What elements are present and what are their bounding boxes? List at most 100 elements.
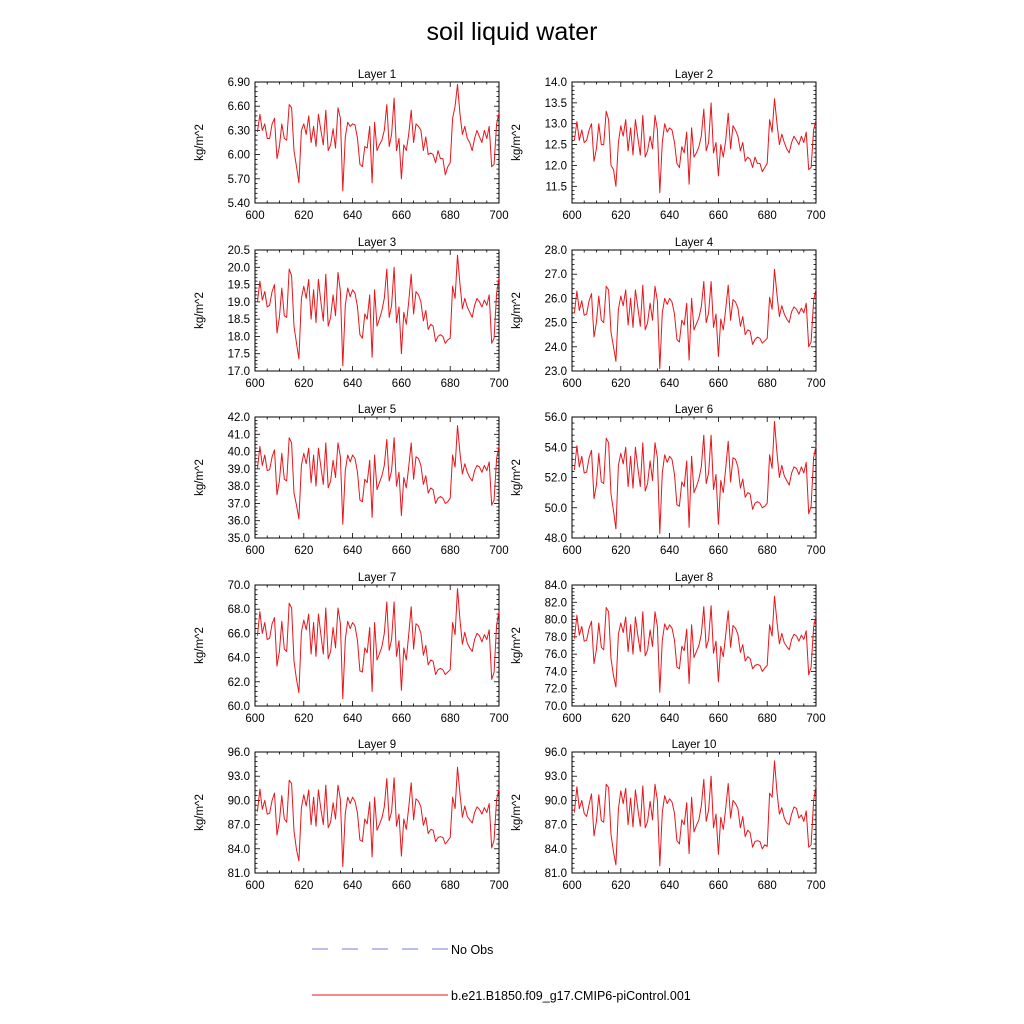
x-tick-label: 640: [343, 713, 362, 725]
figure-title: soil liquid water: [427, 18, 598, 46]
y-tick-label: 66.0: [228, 628, 250, 640]
x-tick-label: 660: [709, 713, 728, 725]
y-tick-label: 6.60: [228, 101, 250, 113]
y-axis-label: kg/m^2: [194, 794, 206, 831]
x-tick-label: 600: [562, 713, 581, 725]
y-tick-label: 6.30: [228, 125, 250, 137]
x-tick-label: 660: [392, 713, 411, 725]
x-tick-label: 600: [245, 880, 264, 892]
y-axis-label: kg/m^2: [511, 124, 523, 161]
x-tick-label: 680: [441, 713, 460, 725]
y-tick-label: 13.0: [545, 119, 567, 131]
panel-title: Layer 10: [672, 739, 717, 751]
plot-frame: [254, 81, 500, 204]
x-tick-label: 680: [758, 378, 777, 390]
y-axis-label: kg/m^2: [511, 794, 523, 831]
x-tick-label: 620: [294, 210, 313, 222]
y-tick-label: 5.70: [228, 174, 250, 186]
x-tick-label: 700: [806, 880, 825, 892]
y-tick-label: 25.0: [545, 318, 567, 330]
series-line: [256, 588, 500, 700]
series-line: [256, 83, 500, 192]
x-tick-label: 600: [245, 713, 264, 725]
y-tick-label: 54.0: [545, 442, 567, 454]
x-tick-label: 700: [489, 378, 508, 390]
y-tick-label: 84.0: [228, 844, 250, 856]
plot-frame: [254, 584, 500, 707]
x-tick-label: 620: [611, 880, 630, 892]
x-tick-label: 660: [709, 378, 728, 390]
y-tick-label: 37.0: [228, 498, 250, 510]
legend-run-label: b.e21.B1850.f09_g17.CMIP6-piControl.001: [451, 989, 691, 1003]
x-tick-label: 600: [562, 545, 581, 557]
y-tick-label: 84.0: [545, 580, 567, 592]
y-tick-label: 96.0: [228, 747, 250, 759]
x-tick-label: 680: [758, 880, 777, 892]
x-tick-label: 640: [660, 210, 679, 222]
x-tick-label: 640: [343, 378, 362, 390]
x-tick-label: 640: [343, 545, 362, 557]
x-tick-label: 700: [806, 210, 825, 222]
y-tick-label: 40.0: [228, 447, 250, 459]
x-tick-label: 620: [611, 378, 630, 390]
y-axis-label: kg/m^2: [194, 459, 206, 496]
y-tick-label: 12.5: [545, 140, 567, 152]
y-tick-label: 81.0: [228, 868, 250, 880]
y-tick-label: 72.0: [545, 684, 567, 696]
y-tick-label: 12.0: [545, 160, 567, 172]
panel-title: Layer 7: [358, 572, 396, 584]
panel-title: Layer 4: [675, 237, 714, 249]
panel-title: Layer 5: [358, 404, 396, 416]
y-axis-label: kg/m^2: [194, 627, 206, 664]
y-tick-label: 27.0: [545, 269, 567, 281]
y-tick-label: 14.0: [545, 77, 567, 89]
x-tick-label: 600: [245, 545, 264, 557]
panel-layer-6: Layer 6 600 620 640 660 680 700 48.0 50.0 52.0 54.…: [511, 404, 826, 557]
y-axis-label: kg/m^2: [194, 292, 206, 329]
x-tick-label: 640: [660, 713, 679, 725]
x-tick-label: 680: [758, 210, 777, 222]
x-tick-label: 620: [294, 713, 313, 725]
panel-layer-9: Layer 9 600 620 640 660 680 700 81.0 84.0 87.0 90.…: [194, 739, 509, 892]
y-tick-label: 78.0: [545, 632, 567, 644]
x-tick-label: 680: [441, 210, 460, 222]
x-tick-label: 620: [611, 545, 630, 557]
x-tick-label: 600: [562, 210, 581, 222]
x-tick-label: 660: [392, 378, 411, 390]
panel-layer-7: Layer 7 600 620 640 660 680 700 60.0 62.0 64.0 66.…: [194, 572, 509, 725]
x-tick-label: 680: [441, 545, 460, 557]
y-tick-label: 41.0: [228, 429, 250, 441]
y-tick-label: 56.0: [545, 412, 567, 424]
panel-title: Layer 8: [675, 572, 713, 584]
panel-layer-2: Layer 2 600 620 640 660 680 700 11.5 12.0 12.5 13.…: [511, 69, 826, 222]
panel-title: Layer 6: [675, 404, 713, 416]
y-tick-label: 38.0: [228, 481, 250, 493]
y-axis-label: kg/m^2: [511, 459, 523, 496]
panel-layer-10: Layer 10 600 620 640 660 680 700 81.0 84.0 87.0 90…: [511, 739, 826, 892]
plot-frame: [571, 249, 817, 372]
y-axis-label: kg/m^2: [511, 292, 523, 329]
x-tick-label: 700: [489, 880, 508, 892]
y-axis-label: kg/m^2: [511, 627, 523, 664]
y-tick-label: 17.0: [228, 366, 250, 378]
y-tick-label: 68.0: [228, 604, 250, 616]
series-line: [573, 760, 817, 867]
panel-layer-4: Layer 4 600 620 640 660 680 700 23.0 24.0 25.0 26.…: [511, 237, 826, 390]
y-tick-label: 90.0: [545, 795, 567, 807]
x-tick-label: 640: [343, 880, 362, 892]
x-tick-label: 600: [562, 378, 581, 390]
series-line: [256, 254, 500, 367]
y-tick-label: 20.0: [228, 262, 250, 274]
panel-layer-5: Layer 5 600 620 640 660 680 700 35.0 36.0 37.0 38.…: [194, 404, 509, 557]
x-tick-label: 700: [806, 545, 825, 557]
x-tick-label: 600: [562, 880, 581, 892]
y-tick-label: 87.0: [545, 820, 567, 832]
y-tick-label: 93.0: [228, 771, 250, 783]
x-tick-label: 660: [392, 880, 411, 892]
x-tick-label: 640: [343, 210, 362, 222]
x-tick-label: 680: [758, 545, 777, 557]
x-tick-label: 620: [294, 378, 313, 390]
y-tick-label: 70.0: [545, 701, 567, 713]
series-line: [573, 268, 817, 370]
x-tick-label: 620: [611, 713, 630, 725]
